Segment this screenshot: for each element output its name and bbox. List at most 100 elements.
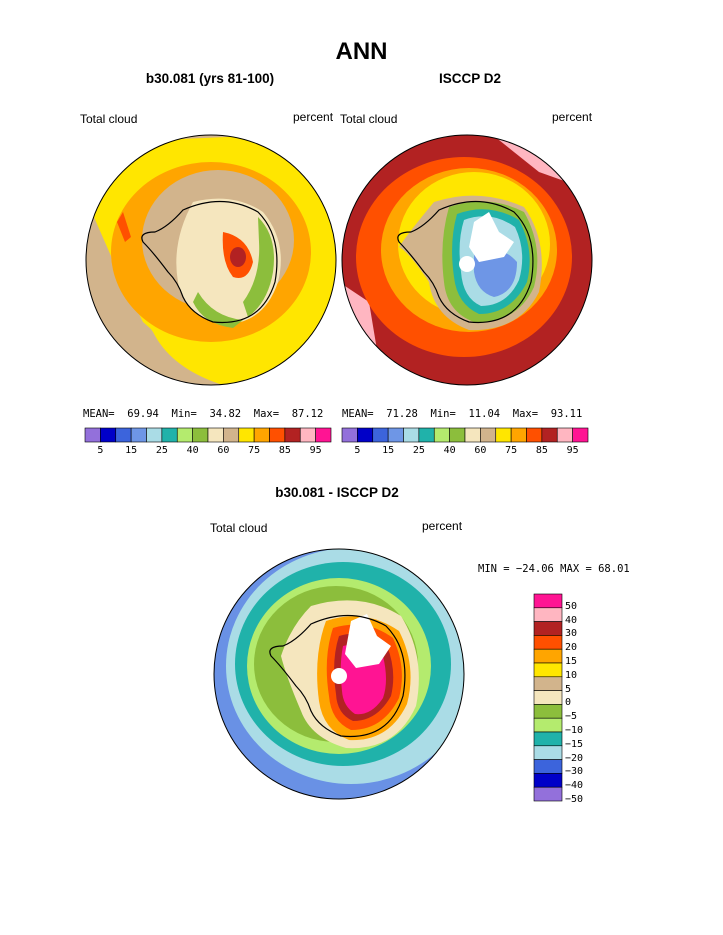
colorbar-swatch (464, 427, 481, 443)
colorbar-swatch (533, 593, 563, 609)
colorbar-tick-label: −20 (565, 752, 584, 764)
map1-fill-darkred (230, 247, 246, 267)
panel-3-minmax: MIN = −24.06 MAX = 68.01 (478, 563, 630, 575)
panel-3-variable-label: Total cloud (210, 521, 268, 535)
panel-1-stats: MEAN= 69.94 Min= 34.82 Max= 87.12 (83, 408, 324, 420)
colorbar-swatch (357, 427, 374, 443)
map1-fill-green (243, 217, 274, 317)
map1-coastline (141, 200, 278, 324)
colorbar-swatch (84, 427, 101, 443)
colorbar-swatch (100, 427, 117, 443)
colorbar-panel-3 (533, 593, 563, 802)
colorbar-tick-label: 60 (474, 445, 487, 456)
colorbar-swatch (533, 621, 563, 636)
panel-3-title: b30.081 - ISCCP D2 (275, 485, 399, 500)
map3-fill-pole-missing (331, 668, 347, 684)
colorbar-swatch (418, 427, 435, 443)
colorbar-swatch (192, 427, 209, 443)
colorbar-tick-label: −10 (565, 725, 584, 736)
colorbar-tick-label: −15 (565, 738, 584, 750)
map3-coastline (269, 614, 406, 738)
colorbar-swatch (556, 427, 573, 443)
colorbar-swatch (533, 607, 563, 622)
colorbar-tick-label: 40 (565, 614, 578, 626)
map3-boundary (213, 548, 465, 800)
colorbar-panel-1 (84, 427, 332, 443)
colorbar-swatch (403, 427, 420, 443)
colorbar-swatch (269, 427, 286, 443)
colorbar-swatch (238, 427, 255, 443)
colorbar-swatch (433, 427, 450, 443)
map2-boundary (341, 134, 593, 386)
colorbar-tick-label: 0 (565, 697, 572, 709)
colorbar-tick-label: 75 (248, 445, 261, 456)
panel-2-variable-label: Total cloud (340, 112, 398, 126)
colorbar-tick-label: 5 (565, 683, 572, 695)
colorbar-tick-label: 5 (97, 445, 104, 456)
colorbar-swatch (253, 427, 270, 443)
colorbar-swatch (533, 648, 563, 664)
colorbar-tick-label: 50 (565, 600, 578, 612)
colorbar-swatch (533, 704, 563, 719)
colorbar-tick-label: 5 (354, 445, 361, 456)
colorbar-swatch (533, 786, 563, 802)
colorbar-swatch (146, 427, 163, 443)
colorbar-swatch (115, 427, 132, 443)
colorbar-tick-label: 75 (505, 445, 518, 456)
map1-fill-peninsula-red (117, 212, 131, 242)
map3-fill-missing (345, 614, 391, 668)
colorbar-tick-label: 15 (125, 445, 138, 456)
colorbar-swatch (130, 427, 147, 443)
colorbar-tick-label: 95 (566, 445, 579, 456)
colorbar-swatch (533, 745, 563, 760)
colorbar-swatch (387, 427, 404, 443)
colorbar-swatch (480, 427, 497, 443)
panel-2-units-label: percent (552, 110, 593, 124)
colorbar-tick-label: 10 (565, 669, 578, 681)
colorbar-tick-label: 85 (535, 445, 548, 456)
colorbar-tick-label: 25 (412, 445, 425, 456)
colorbar-tick-label: −40 (565, 780, 584, 792)
colorbar-tick-label: −5 (565, 711, 578, 723)
colorbar-tick-label: 95 (309, 445, 322, 456)
main-title: ANN (335, 38, 388, 65)
colorbar-tick-label: 60 (217, 445, 230, 456)
colorbar-swatch (533, 759, 563, 774)
colorbar-swatch (572, 427, 589, 443)
colorbar-swatch (299, 427, 316, 443)
panel-2-stats: MEAN= 71.28 Min= 11.04 Max= 93.11 (342, 408, 583, 420)
colorbar-swatch (533, 717, 563, 733)
panel-2-title: ISCCP D2 (438, 71, 502, 86)
map2-fill-missing (469, 212, 514, 262)
colorbar-tick-label: 40 (443, 445, 456, 456)
colorbar-tick-label: 20 (565, 642, 578, 654)
colorbar-swatch (533, 635, 563, 650)
colorbar-tick-label: 15 (565, 656, 578, 667)
panel-1-title: b30.081 (yrs 81-100) (145, 71, 275, 86)
colorbar-swatch (526, 427, 543, 443)
panel-1-units-label: percent (293, 110, 334, 124)
colorbar-panel-2 (341, 427, 589, 443)
colorbar-tick-label: 30 (565, 628, 578, 640)
polar-map-observed (341, 134, 593, 386)
colorbar-swatch (315, 427, 332, 443)
colorbar-tick-label: 85 (278, 445, 291, 456)
map1-fill-green-2 (193, 292, 243, 328)
colorbar-swatch (533, 690, 563, 705)
colorbar-swatch (495, 427, 512, 443)
colorbar-swatch (541, 427, 558, 443)
panel-1-variable-label: Total cloud (80, 112, 138, 126)
colorbar-swatch (533, 773, 563, 788)
panel-3-units-label: percent (422, 519, 463, 533)
map1-boundary (85, 134, 337, 386)
colorbar-swatch (223, 427, 240, 443)
colorbar-tick-label: −30 (565, 766, 584, 778)
colorbar-swatch (510, 427, 527, 443)
colorbar-swatch (284, 427, 301, 443)
map2-fill-pole-missing (459, 256, 475, 272)
colorbar-tick-label: −50 (565, 794, 584, 805)
colorbar-tick-label: 40 (186, 445, 199, 456)
colorbar-swatch (533, 731, 563, 747)
colorbar-swatch (449, 427, 466, 443)
colorbar-tick-label: 15 (382, 445, 395, 456)
